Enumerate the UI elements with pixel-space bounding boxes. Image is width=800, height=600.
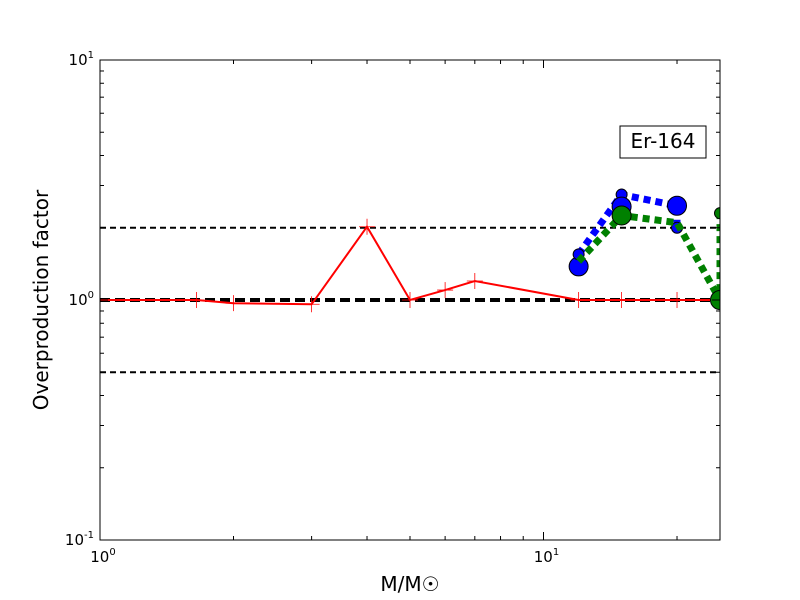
annotation-label: Er-164 [631,129,696,153]
series-1-line [575,190,681,257]
y-axis-title: Overproduction factor [29,189,53,410]
y-tick-label: 10-1 [65,530,94,549]
x-tick-label: 100 [90,547,115,566]
annotation-box: Er-164 [619,125,707,159]
x-tick-label: 101 [534,547,559,566]
series-0-line [100,224,720,306]
series-2-line [576,211,720,308]
y-tick-label: 100 [69,290,94,309]
series-1-point-4 [667,195,688,216]
series-2-point-2 [714,207,720,220]
y-tick-label: 101 [69,50,94,69]
series-clip-group [100,188,720,313]
x-axis-title: M/M☉ [380,572,439,596]
series-2-point-0 [611,205,632,226]
axis-ticks [99,59,720,541]
series-layer [100,188,720,313]
